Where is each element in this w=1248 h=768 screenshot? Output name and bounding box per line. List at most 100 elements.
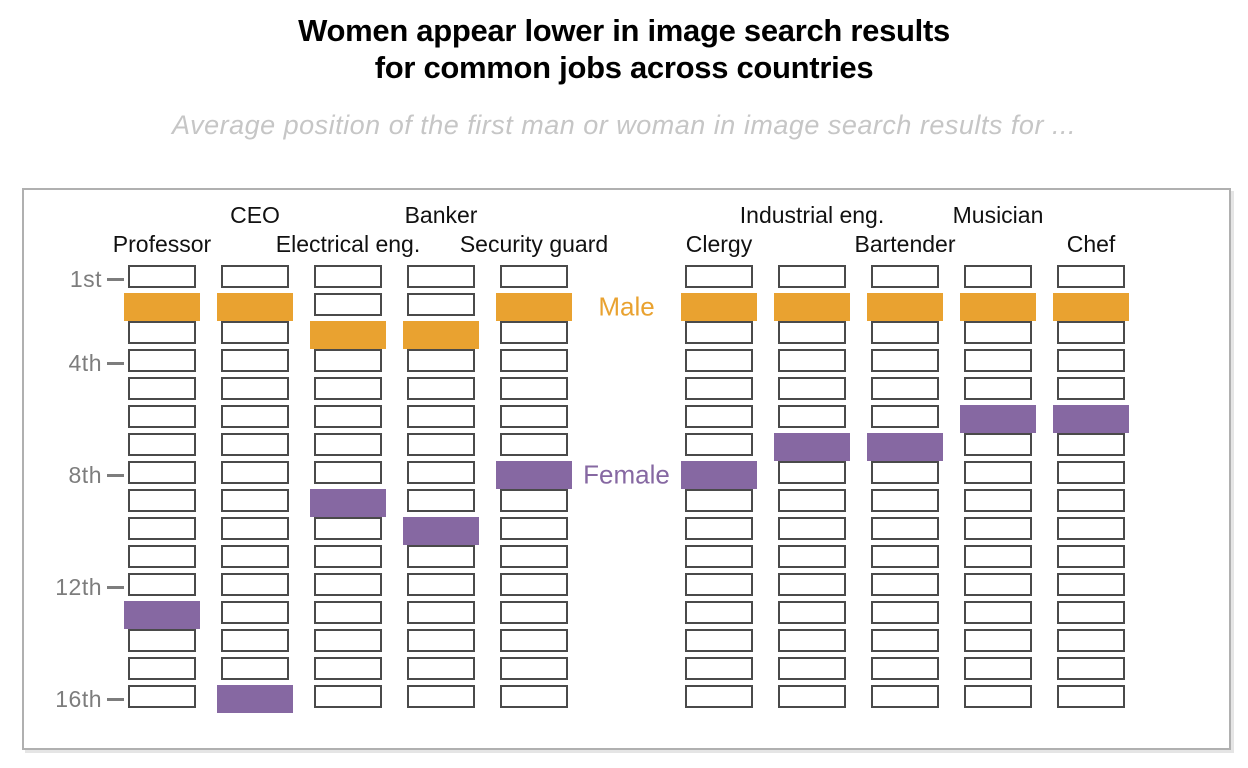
rank-cell-bartender-3 bbox=[871, 321, 939, 349]
empty-slot bbox=[778, 657, 846, 680]
rank-cell-security-guard-10 bbox=[500, 517, 568, 545]
rank-cell-bartender-16 bbox=[871, 685, 939, 713]
male-marker-electrical-eng bbox=[310, 321, 386, 349]
rank-cell-bartender-6 bbox=[871, 405, 939, 433]
male-marker-bartender bbox=[867, 293, 943, 321]
empty-slot bbox=[685, 573, 753, 596]
empty-slot bbox=[221, 545, 289, 568]
rank-cell-clergy-14 bbox=[685, 629, 753, 657]
empty-slot bbox=[871, 573, 939, 596]
empty-slot bbox=[964, 377, 1032, 400]
job-column-bartender bbox=[867, 265, 943, 713]
rank-cell-banker-6 bbox=[407, 405, 475, 433]
empty-slot bbox=[964, 629, 1032, 652]
job-label-security-guard: Security guard bbox=[459, 231, 609, 257]
rank-cell-banker-7 bbox=[407, 433, 475, 461]
empty-slot bbox=[685, 349, 753, 372]
rank-cell-banker-1 bbox=[407, 265, 475, 293]
rank-cell-clergy-7 bbox=[685, 433, 753, 461]
rank-cell-clergy-12 bbox=[685, 573, 753, 601]
rank-cell-industrial-eng-2 bbox=[774, 293, 850, 321]
rank-cell-clergy-15 bbox=[685, 657, 753, 685]
empty-slot bbox=[128, 321, 196, 344]
empty-slot bbox=[1057, 265, 1125, 288]
empty-slot bbox=[407, 433, 475, 456]
job-label-musician: Musician bbox=[952, 202, 1044, 228]
empty-slot bbox=[778, 405, 846, 428]
job-column-banker bbox=[403, 265, 479, 713]
job-label-industrial-eng: Industrial eng. bbox=[739, 202, 885, 228]
rank-cell-clergy-13 bbox=[685, 601, 753, 629]
rank-cell-chef-13 bbox=[1057, 601, 1125, 629]
empty-slot bbox=[314, 293, 382, 316]
empty-slot bbox=[221, 601, 289, 624]
empty-slot bbox=[685, 517, 753, 540]
rank-cell-musician-7 bbox=[964, 433, 1032, 461]
empty-slot bbox=[128, 461, 196, 484]
empty-slot bbox=[871, 545, 939, 568]
chart-subtitle: Average position of the first man or wom… bbox=[172, 110, 1076, 140]
empty-slot bbox=[500, 629, 568, 652]
empty-slot bbox=[221, 433, 289, 456]
rank-cell-security-guard-4 bbox=[500, 349, 568, 377]
empty-slot bbox=[1057, 377, 1125, 400]
empty-slot bbox=[778, 265, 846, 288]
rank-cell-professor-9 bbox=[128, 489, 196, 517]
rank-cell-electrical-eng-2 bbox=[314, 293, 382, 321]
y-tick-dash bbox=[107, 473, 124, 477]
rank-cell-ceo-1 bbox=[221, 265, 289, 293]
rank-cell-security-guard-15 bbox=[500, 657, 568, 685]
empty-slot bbox=[314, 405, 382, 428]
empty-slot bbox=[314, 265, 382, 288]
empty-slot bbox=[778, 461, 846, 484]
empty-slot bbox=[1057, 573, 1125, 596]
empty-slot bbox=[1057, 657, 1125, 680]
job-label-bartender: Bartender bbox=[854, 231, 956, 257]
rank-cell-clergy-9 bbox=[685, 489, 753, 517]
empty-slot bbox=[407, 265, 475, 288]
empty-slot bbox=[221, 377, 289, 400]
empty-slot bbox=[407, 405, 475, 428]
rank-cell-industrial-eng-1 bbox=[778, 265, 846, 293]
empty-slot bbox=[871, 489, 939, 512]
rank-cell-clergy-5 bbox=[685, 377, 753, 405]
rank-cell-ceo-6 bbox=[221, 405, 289, 433]
empty-slot bbox=[500, 349, 568, 372]
rank-cell-professor-1 bbox=[128, 265, 196, 293]
female-marker-banker bbox=[403, 517, 479, 545]
rank-cell-ceo-11 bbox=[221, 545, 289, 573]
y-tick-4th: 4th bbox=[40, 349, 124, 377]
empty-slot bbox=[407, 489, 475, 512]
y-tick-label: 8th bbox=[68, 461, 102, 488]
empty-slot bbox=[128, 265, 196, 288]
y-tick-1st: 1st bbox=[40, 265, 124, 293]
empty-slot bbox=[1057, 545, 1125, 568]
empty-slot bbox=[500, 433, 568, 456]
empty-slot bbox=[964, 573, 1032, 596]
rank-cell-professor-14 bbox=[128, 629, 196, 657]
empty-slot bbox=[685, 489, 753, 512]
empty-slot bbox=[964, 489, 1032, 512]
rank-cell-ceo-12 bbox=[221, 573, 289, 601]
rank-cell-musician-6 bbox=[960, 405, 1036, 433]
female-marker-industrial-eng bbox=[774, 433, 850, 461]
legend-male-label: Male bbox=[598, 291, 655, 322]
empty-slot bbox=[871, 517, 939, 540]
rank-cell-clergy-1 bbox=[685, 265, 753, 293]
rank-cell-professor-8 bbox=[128, 461, 196, 489]
empty-slot bbox=[314, 573, 382, 596]
male-marker-musician bbox=[960, 293, 1036, 321]
empty-slot bbox=[1057, 601, 1125, 624]
rank-cell-banker-13 bbox=[407, 601, 475, 629]
rank-cell-musician-9 bbox=[964, 489, 1032, 517]
rank-cell-bartender-1 bbox=[871, 265, 939, 293]
rank-cell-ceo-9 bbox=[221, 489, 289, 517]
rank-cell-bartender-12 bbox=[871, 573, 939, 601]
empty-slot bbox=[314, 601, 382, 624]
job-column-electrical-eng bbox=[310, 265, 386, 713]
y-tick-dash bbox=[107, 697, 124, 701]
rank-cell-clergy-3 bbox=[685, 321, 753, 349]
job-column-professor bbox=[124, 265, 200, 713]
rank-cell-security-guard-2 bbox=[496, 293, 572, 321]
rank-cell-bartender-2 bbox=[867, 293, 943, 321]
